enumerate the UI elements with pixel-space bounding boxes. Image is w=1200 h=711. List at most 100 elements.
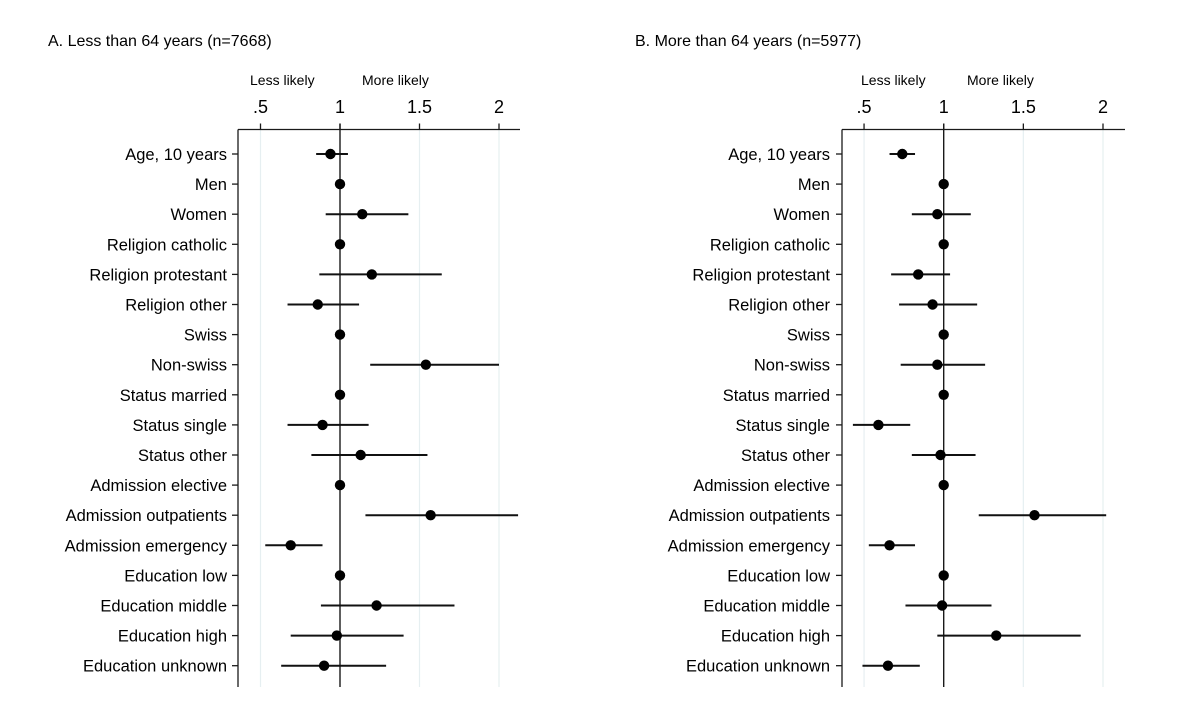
x-tick-label: 2 [1098, 97, 1108, 117]
point-estimate [366, 269, 377, 280]
forest-row: Education unknown [83, 658, 387, 676]
point-estimate [938, 178, 949, 190]
forest-row: Religion catholic [710, 236, 949, 254]
row-label: Admission elective [90, 477, 227, 495]
forest-row: Education low [124, 567, 346, 585]
point-estimate [334, 570, 346, 581]
forest-row: Non-swiss [754, 357, 986, 375]
row-label: Status married [120, 387, 227, 405]
row-label: Admission elective [693, 477, 830, 495]
forest-row: Women [170, 206, 409, 224]
forest-row: Status married [723, 387, 949, 405]
point-estimate [317, 419, 328, 431]
row-label: Age, 10 years [728, 146, 830, 164]
x-tick-label: 2 [494, 97, 504, 117]
point-estimate [325, 148, 336, 160]
point-estimate [334, 389, 346, 400]
x-tick-label: .5 [857, 97, 872, 117]
point-estimate [897, 148, 908, 160]
point-estimate [331, 630, 343, 641]
row-label: Education low [727, 567, 830, 585]
row-label: Education high [721, 628, 830, 646]
row-label: Religion catholic [107, 236, 227, 254]
row-label: Admission emergency [668, 537, 831, 555]
point-estimate [991, 630, 1002, 641]
row-label: Status other [741, 447, 830, 465]
point-estimate [927, 299, 938, 310]
point-estimate [1029, 510, 1040, 521]
point-estimate [932, 209, 943, 220]
point-estimate [420, 359, 432, 370]
x-tick-label: 1 [939, 97, 949, 117]
row-label: Education unknown [686, 658, 830, 676]
forest-row: Admission outpatients [66, 507, 519, 525]
point-estimate [334, 329, 346, 340]
point-estimate [285, 540, 296, 551]
row-label: Age, 10 years [125, 146, 227, 164]
point-estimate [425, 510, 436, 521]
row-label: Admission outpatients [669, 507, 830, 525]
row-label: Religion other [728, 297, 830, 315]
row-label: Men [195, 176, 227, 194]
forest-row: Religion other [125, 297, 360, 315]
point-estimate [334, 239, 346, 250]
forest-row: Religion protestant [692, 266, 951, 284]
forest-row: Education high [118, 628, 404, 646]
row-label: Religion protestant [692, 266, 830, 284]
row-label: Swiss [787, 327, 830, 345]
row-label: Education low [124, 567, 227, 585]
forest-row: Non-swiss [151, 357, 499, 375]
forest-row: Men [195, 176, 346, 194]
point-estimate [357, 209, 368, 220]
row-label: Religion other [125, 297, 227, 315]
forest-row: Admission emergency [668, 537, 916, 555]
forest-row: Swiss [787, 327, 949, 345]
panel-title: B. More than 64 years (n=5977) [635, 33, 861, 50]
more-likely-label: More likely [967, 72, 1034, 88]
panel-a-under-64: A. Less than 64 years (n=7668) Less like… [48, 33, 520, 687]
point-estimate [334, 178, 346, 190]
row-label: Non-swiss [754, 357, 830, 375]
row-label: Admission outpatients [66, 507, 227, 525]
point-estimate [873, 419, 884, 431]
forest-row: Women [773, 206, 971, 224]
x-tick-label: 1.5 [1011, 97, 1036, 117]
row-label: Education unknown [83, 658, 227, 676]
forest-row: Status married [120, 387, 346, 405]
row-label: Women [773, 206, 830, 224]
forest-row: Admission elective [693, 477, 949, 495]
row-label: Status married [723, 387, 830, 405]
forest-row: Men [798, 176, 949, 194]
forest-row: Status single [736, 417, 911, 435]
row-label: Admission emergency [65, 537, 228, 555]
point-estimate [884, 540, 895, 551]
point-estimate [938, 239, 949, 250]
forest-row: Age, 10 years [728, 146, 916, 164]
point-estimate [334, 479, 346, 491]
forest-row: Age, 10 years [125, 146, 348, 164]
forest-row: Education high [721, 628, 1081, 646]
row-label: Non-swiss [151, 357, 227, 375]
row-label: Swiss [184, 327, 227, 345]
row-label: Education middle [703, 598, 830, 616]
point-estimate [938, 329, 949, 340]
point-estimate [938, 389, 949, 400]
point-estimate [938, 570, 949, 581]
point-estimate [318, 660, 330, 671]
more-likely-label: More likely [362, 72, 429, 88]
row-label: Women [170, 206, 227, 224]
less-likely-label: Less likely [861, 72, 926, 88]
row-label: Status single [736, 417, 830, 435]
row-label: Education high [118, 628, 227, 646]
less-likely-label: Less likely [250, 72, 315, 88]
point-estimate [932, 359, 943, 370]
forest-row: Admission emergency [65, 537, 323, 555]
forest-row: Admission elective [90, 477, 346, 495]
forest-row: Admission outpatients [669, 507, 1107, 525]
x-tick-label: .5 [253, 97, 268, 117]
x-tick-label: 1.5 [407, 97, 432, 117]
forest-row: Religion catholic [107, 236, 346, 254]
forest-row: Status other [138, 447, 428, 465]
forest-row: Status single [133, 417, 369, 435]
